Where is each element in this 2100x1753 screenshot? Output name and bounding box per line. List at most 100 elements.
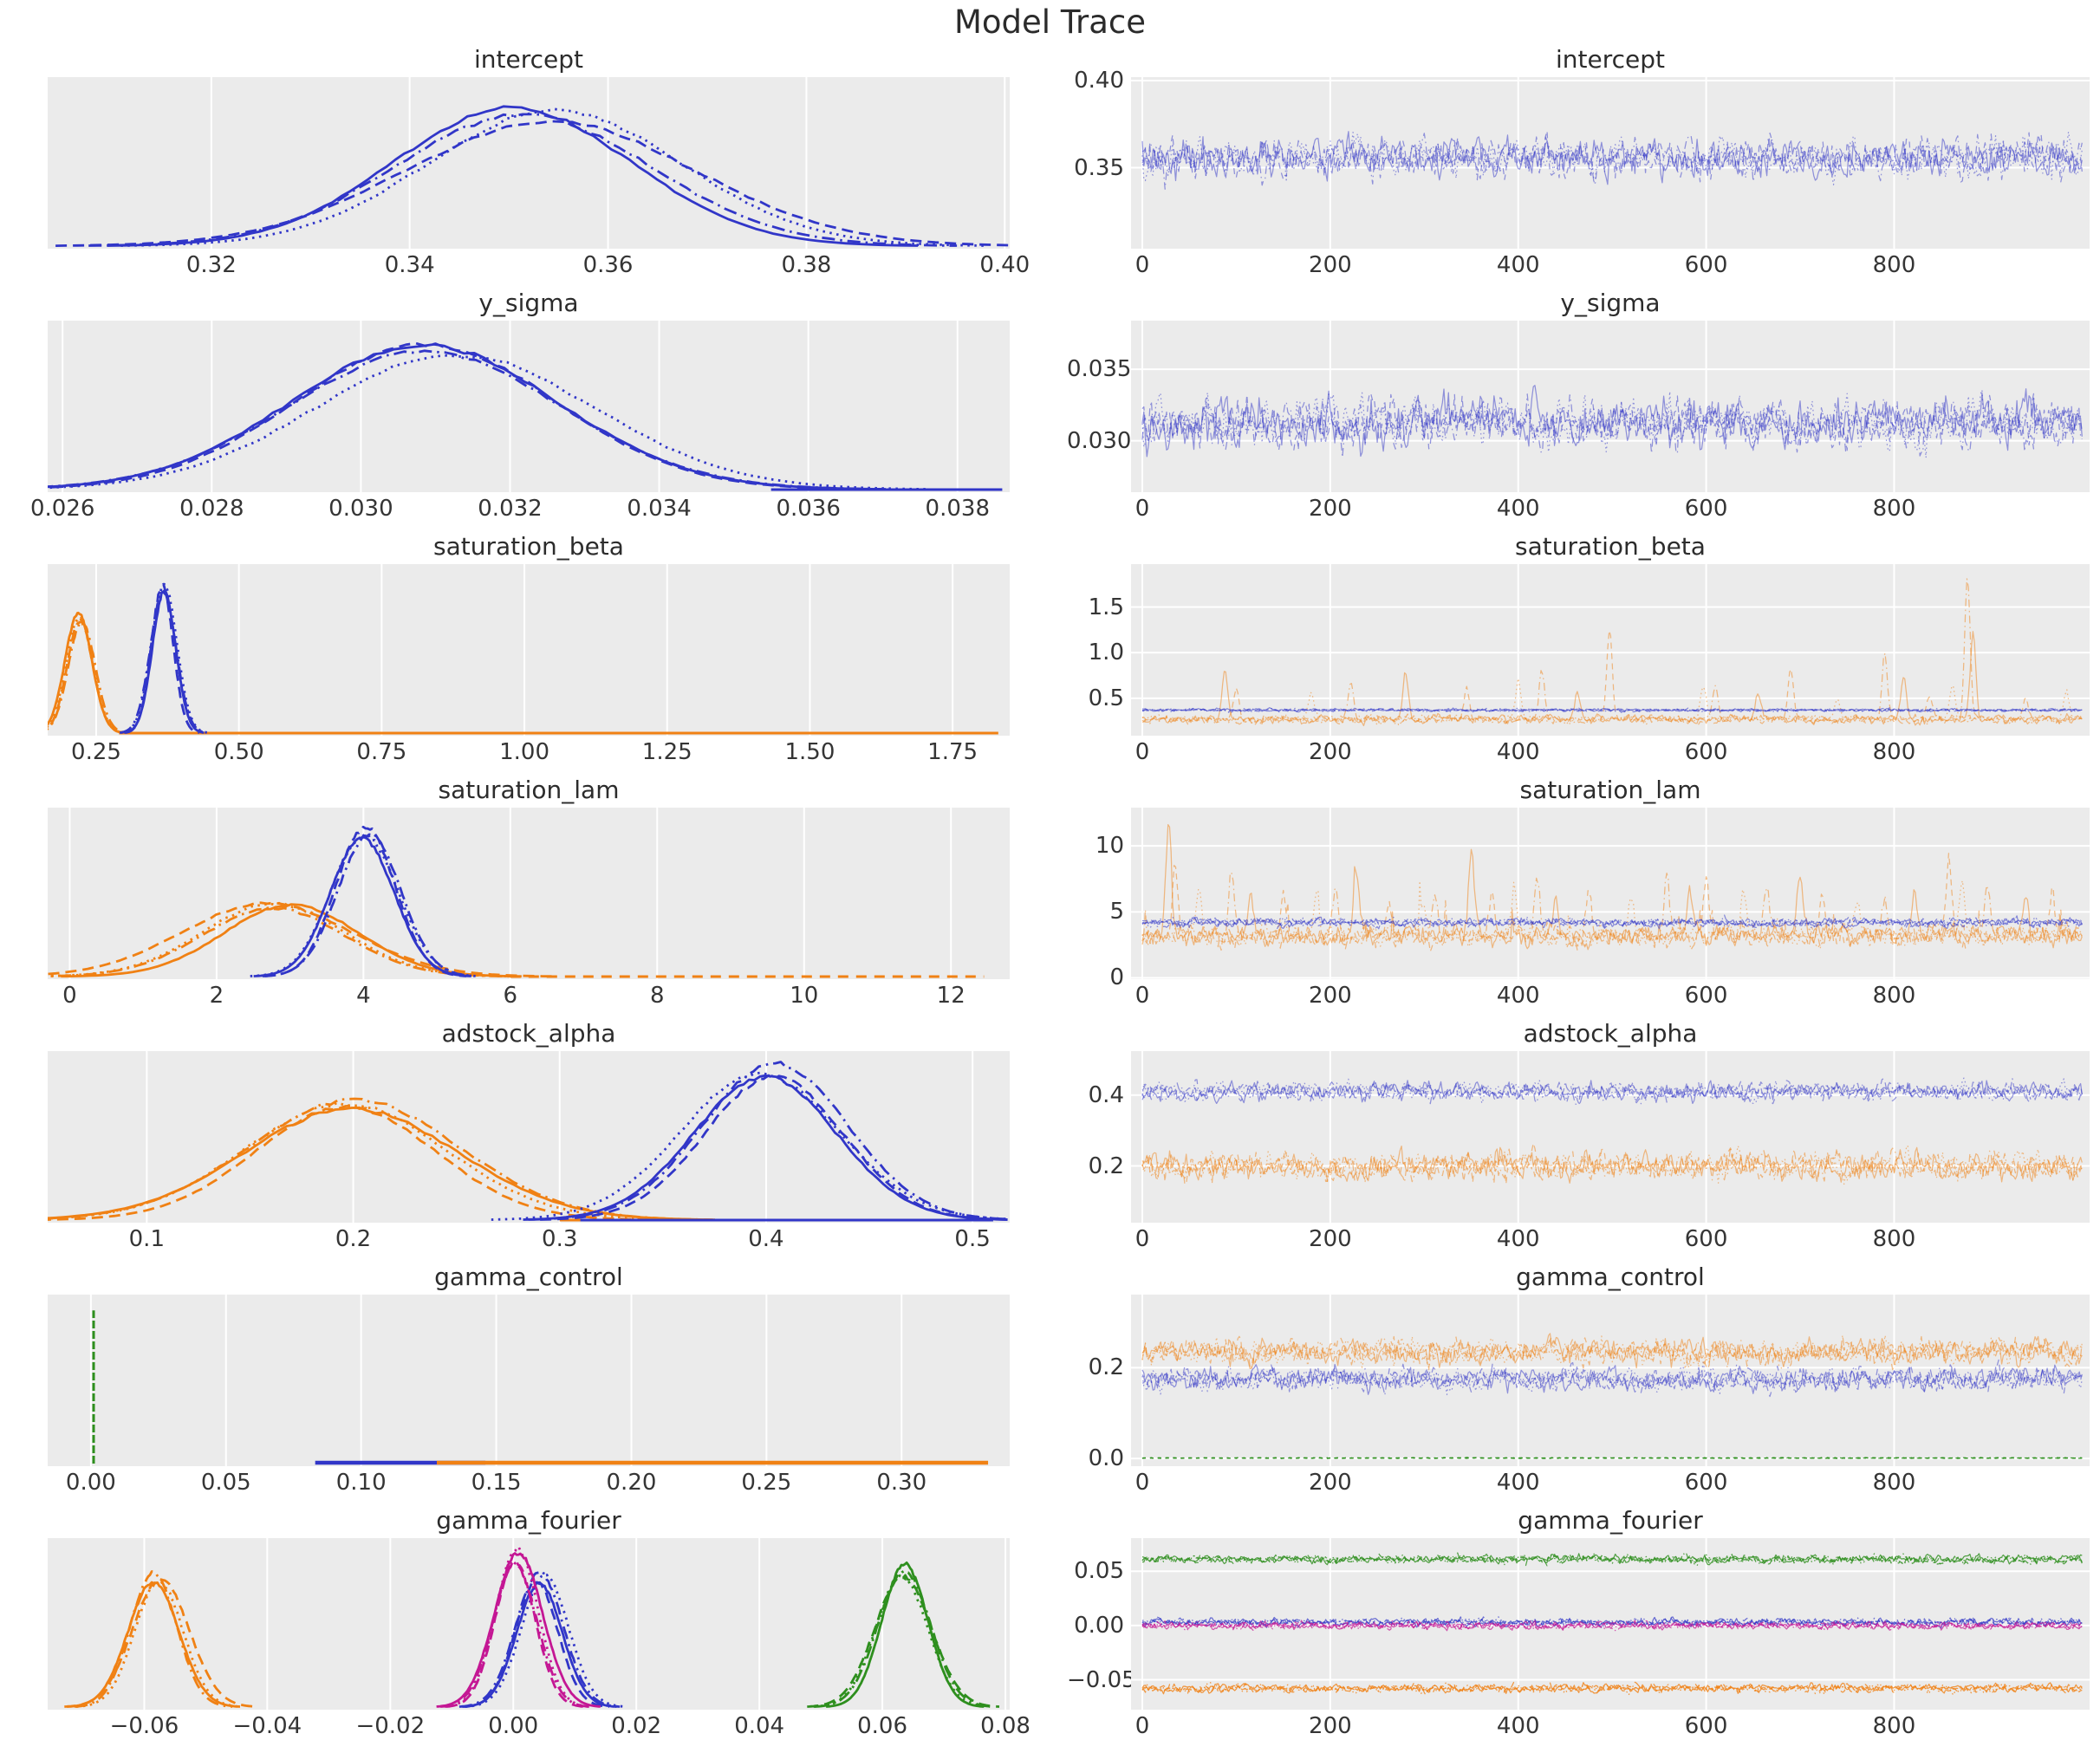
trace-svg xyxy=(1131,1538,2090,1710)
x-tick-label: 0.75 xyxy=(356,739,407,765)
x-tick-label: 0.06 xyxy=(857,1713,908,1739)
x-tick-label: 200 xyxy=(1309,1226,1352,1252)
x-tick-label: 600 xyxy=(1684,1226,1728,1252)
x-tick-label: 0.40 xyxy=(979,252,1030,278)
x-tick-label: −0.02 xyxy=(355,1713,426,1739)
kde-plot-area xyxy=(48,564,1010,736)
figure-row-gamma_control: gamma_control 0.00 0.05 0.10 0.15 0.20 0.25 0.3… xyxy=(0,1263,2100,1497)
x-tick-label: 0 xyxy=(1135,1713,1150,1739)
trace-line xyxy=(1141,1682,2083,1695)
x-tick-label: 0.2 xyxy=(335,1226,372,1252)
kde-curve xyxy=(465,1574,626,1708)
y-tick-label: 0 xyxy=(1109,964,1124,991)
x-axis-ticks: 0 200 400 600 800 xyxy=(1131,736,2093,767)
trace-line xyxy=(1141,1616,2083,1628)
x-tick-label: 8 xyxy=(650,983,665,1009)
y-axis-ticks: 0.030 0.035 xyxy=(1066,321,1131,492)
figure-row-saturation_lam: saturation_lam 0 2 4 6 8 10 12 saturation_lam 0 5 1… xyxy=(0,776,2100,1010)
trace-line xyxy=(1141,916,2083,929)
trace-line xyxy=(1141,1078,2083,1106)
x-tick-label: 0.25 xyxy=(71,739,121,765)
y-axis-ticks: 0.35 0.40 xyxy=(1066,68,1131,249)
x-tick-label: 0.10 xyxy=(335,1470,387,1496)
x-tick-label: 0 xyxy=(1135,1470,1150,1496)
kde-curve xyxy=(439,1561,590,1708)
trace-line xyxy=(1141,1620,2083,1632)
trace-line xyxy=(1141,1620,2083,1632)
trace-line xyxy=(1142,1553,2083,1566)
x-tick-label: 400 xyxy=(1496,1470,1540,1496)
x-tick-label: 1.00 xyxy=(499,739,549,765)
trace-plot-wrap: −0.05 0.00 0.05 xyxy=(1066,1538,2093,1710)
x-tick-label: 0.34 xyxy=(384,252,435,278)
trace-plot-area xyxy=(1131,1295,2090,1466)
x-tick-label: 1.75 xyxy=(927,739,978,765)
kde-curve xyxy=(48,354,930,490)
kde-curve xyxy=(48,901,556,978)
subplot-title: intercept xyxy=(474,45,583,74)
kde-curve xyxy=(540,1074,1008,1221)
trace-plot-wrap: 0.5 1.0 1.5 xyxy=(1066,564,2093,736)
kde-curve xyxy=(125,584,200,734)
x-tick-label: 800 xyxy=(1872,496,1916,522)
trace-line xyxy=(1141,1552,2083,1565)
x-tick-label: 600 xyxy=(1684,983,1728,1009)
x-tick-label: 0.1 xyxy=(128,1226,165,1252)
trace-line xyxy=(1141,1620,2083,1632)
y-axis-ticks: 0.2 0.4 xyxy=(1066,1051,1131,1223)
trace-line xyxy=(1141,1334,2083,1371)
x-axis-ticks: 0 200 400 600 800 xyxy=(1131,492,2093,523)
figure-row-y_sigma: y_sigma 0.026 0.028 0.030 0.032 0.034 0.036 0.0… xyxy=(0,289,2100,523)
trace-line xyxy=(1141,678,2083,726)
subplot-title: gamma_fourier xyxy=(436,1506,621,1535)
trace-line xyxy=(1141,880,2083,950)
x-axis-ticks: 0.1 0.2 0.3 0.4 0.5 xyxy=(48,1223,1010,1254)
y-axis-ticks: 0.5 1.0 1.5 xyxy=(1066,564,1131,736)
x-tick-label: 0 xyxy=(1135,983,1150,1009)
subplot-title: adstock_alpha xyxy=(1523,1019,1698,1048)
x-tick-label: 400 xyxy=(1496,252,1540,278)
subplot-kde-saturation_lam: saturation_lam 0 2 4 6 8 10 12 xyxy=(48,776,1010,1010)
x-tick-label: 0.36 xyxy=(582,252,634,278)
x-tick-label: 600 xyxy=(1684,1470,1728,1496)
trace-plot-wrap: 0 5 10 xyxy=(1066,808,2093,990)
x-tick-label: 12 xyxy=(936,983,965,1009)
kde-curve xyxy=(264,825,467,977)
x-tick-label: 0.20 xyxy=(606,1470,657,1496)
kde-curve xyxy=(458,1569,621,1708)
x-tick-label: −0.04 xyxy=(232,1713,302,1739)
kde-curve xyxy=(813,1574,991,1708)
kde-plot-area xyxy=(48,321,1010,492)
trace-line xyxy=(1141,707,2083,713)
subplot-title: saturation_beta xyxy=(1515,532,1706,561)
kde-svg xyxy=(48,564,998,736)
trace-line xyxy=(1141,578,2083,726)
subplot-title: intercept xyxy=(1556,45,1665,74)
subplot-trace-adstock_alpha: adstock_alpha 0.2 0.4 0 200 400 600 800 xyxy=(1066,1019,2093,1254)
kde-curve xyxy=(445,1560,584,1708)
subplot-title: adstock_alpha xyxy=(441,1019,616,1048)
y-tick-label: 1.0 xyxy=(1088,640,1124,666)
trace-plot-area xyxy=(1131,77,2090,249)
trace-plot-area xyxy=(1131,321,2090,492)
trace-line xyxy=(1141,707,2083,713)
trace-line xyxy=(1141,1359,2083,1398)
trace-svg xyxy=(1131,77,2090,249)
x-axis-ticks: 0.32 0.34 0.36 0.38 0.40 xyxy=(48,249,1030,280)
kde-curve xyxy=(67,1581,241,1708)
kde-curve xyxy=(48,349,887,490)
subplot-title: saturation_lam xyxy=(1519,776,1701,804)
x-axis-ticks: 0 200 400 600 800 xyxy=(1131,1466,2093,1497)
y-tick-label: 0.2 xyxy=(1088,1354,1124,1381)
trace-svg xyxy=(1131,321,2090,492)
x-tick-label: 600 xyxy=(1684,1713,1728,1739)
x-tick-label: 200 xyxy=(1309,1470,1352,1496)
kde-curve xyxy=(107,105,919,247)
x-tick-label: 400 xyxy=(1496,983,1540,1009)
subplot-title: y_sigma xyxy=(478,289,579,317)
kde-curve xyxy=(523,1074,1008,1221)
subplot-trace-intercept: intercept 0.35 0.40 0 200 400 600 800 xyxy=(1066,45,2093,280)
trace-line xyxy=(1141,1335,2083,1371)
x-tick-label: 0 xyxy=(1135,1226,1150,1252)
kde-curve xyxy=(48,1104,652,1221)
